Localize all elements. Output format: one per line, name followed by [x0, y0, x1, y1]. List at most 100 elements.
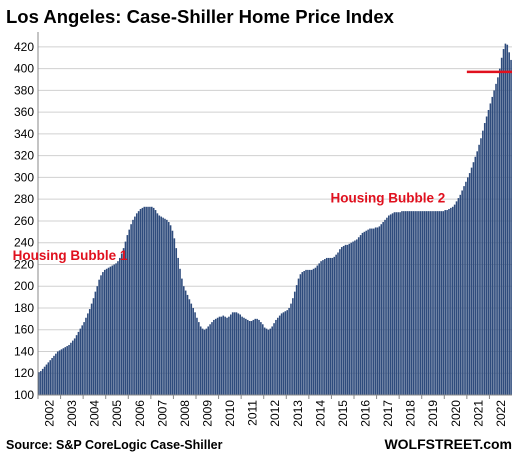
- x-tick-label: 2002: [42, 400, 56, 427]
- bar: [143, 206, 146, 395]
- bar: [45, 364, 48, 395]
- bar: [329, 257, 332, 395]
- bar: [47, 362, 50, 395]
- bar: [491, 96, 494, 396]
- x-axis-tick-labels: 2002 2003 2004 2005 2006 2007 2008 2009 2010 2011…: [42, 400, 507, 427]
- bar: [451, 206, 454, 395]
- bar: [243, 317, 245, 395]
- bar: [85, 317, 87, 395]
- bar: [132, 219, 134, 395]
- bar: [58, 350, 61, 395]
- bar: [94, 291, 97, 395]
- bar: [228, 316, 230, 395]
- bar: [303, 270, 305, 395]
- bar: [333, 256, 336, 395]
- bar: [145, 206, 147, 395]
- bar: [369, 228, 371, 395]
- bar: [60, 349, 63, 395]
- bar: [354, 240, 356, 395]
- bar: [68, 344, 70, 395]
- bar: [295, 285, 298, 395]
- bar: [147, 206, 149, 395]
- y-tick-label: 320: [14, 149, 34, 163]
- bar: [192, 307, 194, 395]
- bar: [371, 228, 373, 395]
- bar: [254, 318, 257, 395]
- bar: [356, 239, 358, 395]
- y-tick-label: 420: [14, 40, 34, 54]
- bar: [436, 211, 439, 395]
- bar: [111, 265, 114, 395]
- bar: [310, 269, 313, 395]
- bar: [378, 226, 381, 395]
- bar: [207, 326, 210, 395]
- bar-series: [38, 43, 512, 396]
- bar: [433, 211, 435, 395]
- bar: [137, 211, 140, 395]
- bar: [196, 317, 198, 395]
- bar: [389, 214, 392, 395]
- bar: [66, 346, 68, 395]
- bar: [160, 216, 162, 395]
- bar: [171, 230, 174, 395]
- bar: [239, 314, 241, 395]
- x-tick-label: 2004: [88, 400, 102, 427]
- bar: [177, 257, 179, 395]
- bar: [241, 316, 243, 395]
- x-tick-label: 2009: [200, 400, 214, 427]
- bar: [128, 229, 131, 395]
- bar: [173, 238, 176, 395]
- bar: [455, 201, 458, 395]
- bar: [109, 266, 112, 395]
- bar: [350, 242, 352, 395]
- bar: [463, 186, 465, 395]
- bar: [107, 267, 110, 395]
- bar: [401, 211, 403, 395]
- bar: [134, 216, 136, 395]
- bar: [213, 319, 215, 395]
- bar: [263, 327, 266, 395]
- bar: [175, 248, 178, 395]
- bar: [75, 335, 78, 395]
- bar: [158, 215, 161, 395]
- bar: [510, 59, 512, 395]
- bar: [363, 231, 366, 395]
- bar: [459, 194, 462, 395]
- bar: [186, 294, 189, 395]
- bar: [399, 212, 401, 395]
- bar: [495, 83, 497, 395]
- y-tick-label: 360: [14, 105, 34, 119]
- bar: [414, 211, 416, 395]
- bar: [412, 211, 415, 395]
- bar: [115, 263, 117, 395]
- annotations: Housing Bubble 1 Housing Bubble 2: [13, 70, 512, 263]
- y-tick-label: 140: [14, 344, 34, 358]
- y-tick-label: 380: [14, 83, 34, 97]
- bar: [485, 116, 488, 396]
- bar: [322, 260, 324, 395]
- bar: [79, 328, 82, 395]
- bar: [81, 325, 83, 395]
- bar: [88, 309, 91, 395]
- bar: [214, 318, 217, 395]
- brand-watermark: WOLFSTREET.com: [384, 436, 512, 452]
- bar: [271, 326, 273, 395]
- bar: [423, 211, 426, 395]
- bar: [506, 44, 509, 395]
- bar: [468, 173, 471, 395]
- bar: [222, 315, 225, 395]
- y-tick-label: 200: [14, 279, 34, 293]
- bar: [135, 213, 138, 395]
- bar: [299, 274, 302, 395]
- x-tick-label: 2015: [336, 400, 350, 427]
- y-axis-tick-labels: 100 120 140 160 180 200 220 240 260 280 300 320 340 3…: [14, 40, 34, 402]
- bar: [113, 264, 115, 395]
- bar: [92, 298, 95, 395]
- bar: [312, 268, 315, 395]
- bar: [316, 265, 319, 395]
- y-tick-label: 300: [14, 170, 34, 184]
- bar: [487, 109, 490, 395]
- bar: [425, 211, 428, 395]
- bar: [384, 219, 386, 395]
